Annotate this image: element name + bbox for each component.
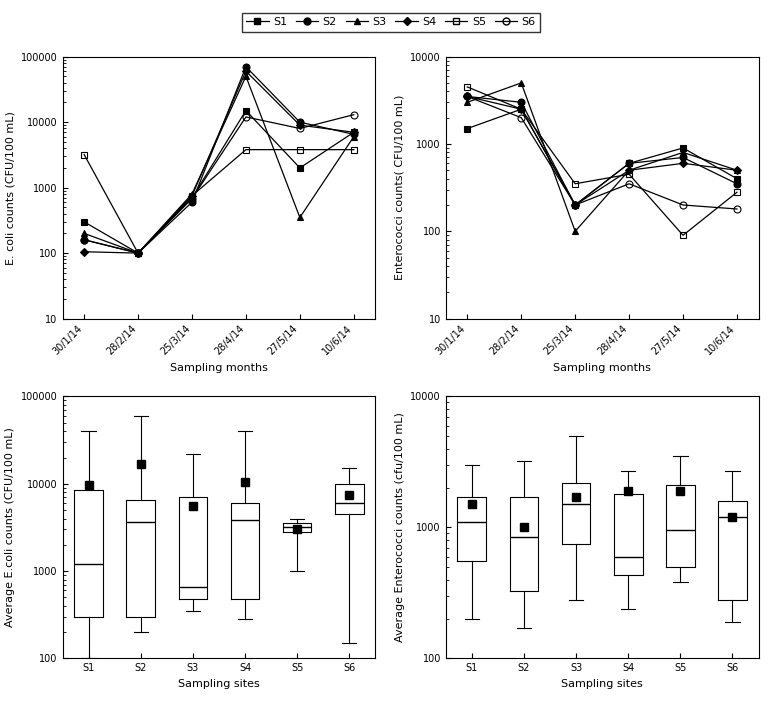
X-axis label: Sampling months: Sampling months bbox=[553, 362, 651, 372]
X-axis label: Sampling sites: Sampling sites bbox=[561, 679, 643, 689]
Y-axis label: Average E.coli counts (CFU/100 mL): Average E.coli counts (CFU/100 mL) bbox=[5, 428, 16, 627]
Y-axis label: E. coli counts (CFU/100 mL): E. coli counts (CFU/100 mL) bbox=[5, 110, 16, 265]
Legend: S1, S2, S3, S4, S5, S6: S1, S2, S3, S4, S5, S6 bbox=[242, 13, 540, 32]
X-axis label: Sampling months: Sampling months bbox=[170, 362, 268, 372]
X-axis label: Sampling sites: Sampling sites bbox=[178, 679, 260, 689]
Y-axis label: Average Enterococci counts (cfu/100 mL): Average Enterococci counts (cfu/100 mL) bbox=[395, 413, 405, 642]
Y-axis label: Enterococci counts( CFU/100 mL): Enterococci counts( CFU/100 mL) bbox=[395, 95, 405, 280]
